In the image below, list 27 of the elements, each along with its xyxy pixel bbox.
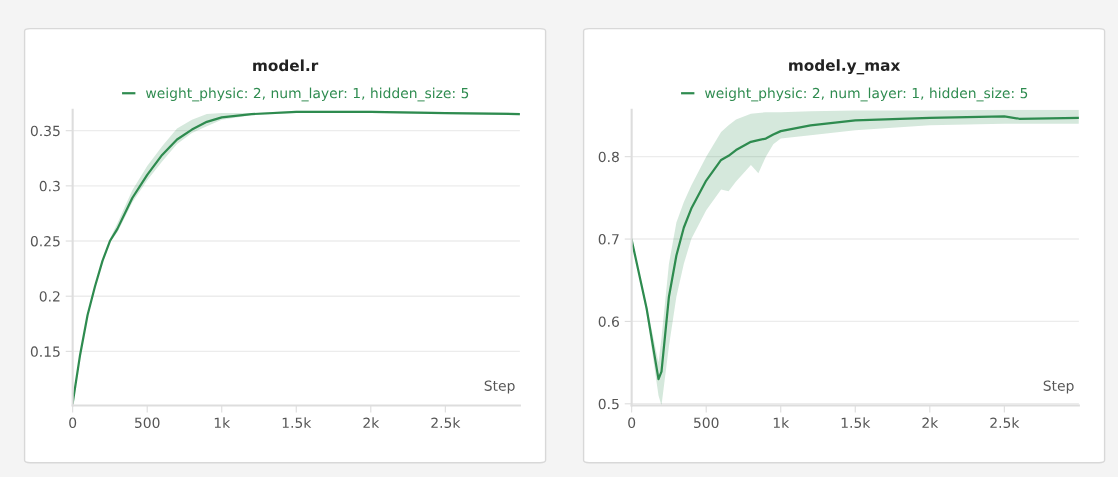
x-tick-label: 1.5k <box>282 417 312 429</box>
x-tick-label: 500 <box>694 417 719 429</box>
y-tick-label: 0.15 <box>30 346 60 357</box>
y-tick-label: 0.25 <box>30 236 60 247</box>
chart-title: model.y_max <box>789 59 901 75</box>
chart-title: model.r <box>253 59 319 72</box>
y-tick-label: 0.3 <box>39 180 60 192</box>
x-tick-label: 1k <box>214 417 231 428</box>
y-tick-label: 0.2 <box>39 291 60 302</box>
x-tick-label: 2.5k <box>990 417 1020 429</box>
x-tick-label: 2k <box>363 417 380 428</box>
x-axis-title: Step <box>484 380 515 394</box>
y-tick-label: 0.5 <box>598 398 619 410</box>
x-axis-title: Step <box>1043 380 1074 394</box>
y-tick-label: 0.35 <box>30 125 60 137</box>
y-tick-label: 0.6 <box>598 316 619 327</box>
legend-label: weight_physic: 2, num_layer: 1, hidden_size: 5 <box>704 87 1028 102</box>
x-tick-label: 500 <box>135 417 160 429</box>
x-tick-label: 0 <box>69 417 77 429</box>
y-tick-label: 0.8 <box>598 151 619 163</box>
legend-label: weight_physic: 2, num_layer: 1, hidden_size: 5 <box>145 87 469 102</box>
x-tick-label: 1.5k <box>841 417 871 429</box>
x-tick-label: 1k <box>773 417 790 428</box>
x-tick-label: 0 <box>628 417 636 429</box>
x-tick-label: 2k <box>922 417 939 428</box>
x-tick-label: 2.5k <box>431 417 461 429</box>
y-tick-label: 0.7 <box>598 234 619 245</box>
